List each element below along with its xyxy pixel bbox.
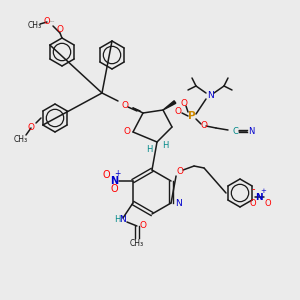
Text: O: O bbox=[200, 122, 208, 130]
Text: O: O bbox=[110, 184, 118, 194]
Text: O: O bbox=[177, 167, 184, 176]
Text: O: O bbox=[44, 17, 50, 26]
Text: O: O bbox=[140, 221, 146, 230]
Text: C: C bbox=[232, 127, 238, 136]
Text: N: N bbox=[248, 127, 254, 136]
Text: O: O bbox=[28, 124, 34, 133]
Text: O: O bbox=[265, 199, 271, 208]
Text: P: P bbox=[188, 111, 196, 121]
Text: CH₃: CH₃ bbox=[28, 22, 42, 31]
Text: H: H bbox=[114, 215, 120, 224]
Text: O: O bbox=[102, 170, 110, 180]
Text: +: + bbox=[114, 169, 120, 178]
Text: O: O bbox=[122, 100, 128, 109]
Text: N: N bbox=[175, 199, 182, 208]
Text: N: N bbox=[255, 193, 263, 202]
Text: O: O bbox=[250, 199, 256, 208]
Text: N: N bbox=[110, 176, 118, 186]
Text: methoxy: methoxy bbox=[49, 20, 55, 22]
Polygon shape bbox=[163, 101, 176, 110]
Text: CH₃: CH₃ bbox=[14, 136, 28, 145]
Text: N: N bbox=[207, 92, 213, 100]
Text: CH₃: CH₃ bbox=[130, 238, 144, 247]
Text: -: - bbox=[251, 184, 255, 194]
Text: N: N bbox=[120, 215, 126, 224]
Text: H: H bbox=[162, 140, 168, 149]
Text: O: O bbox=[124, 128, 130, 136]
Text: O: O bbox=[175, 107, 182, 116]
Text: +: + bbox=[260, 188, 266, 194]
Text: O: O bbox=[56, 25, 64, 34]
Text: O: O bbox=[181, 100, 188, 109]
Text: H: H bbox=[146, 146, 152, 154]
